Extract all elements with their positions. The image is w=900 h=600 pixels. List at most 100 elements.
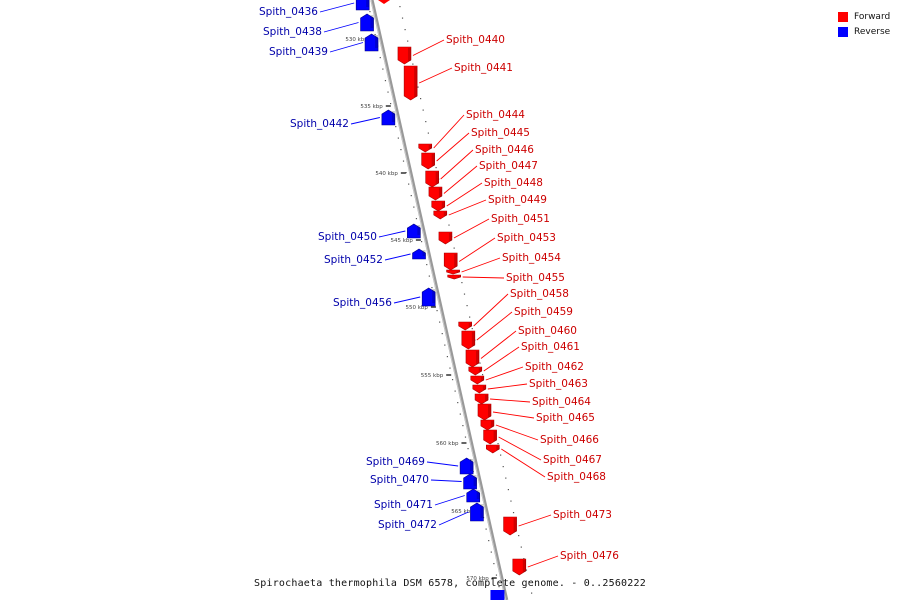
gene-label: Spith_0441 <box>454 62 513 74</box>
minor-tick <box>466 305 468 307</box>
gene-arrow <box>472 384 487 394</box>
gene-spith_0459: Spith_0459 <box>461 306 573 350</box>
minor-tick <box>428 275 430 277</box>
gene-connector <box>495 424 539 441</box>
gene-spith_0460: Spith_0460 <box>465 325 577 368</box>
gene-spith_0468: Spith_0468 <box>486 444 606 483</box>
gene-spith_0456: Spith_0456 <box>333 287 436 309</box>
gene-connector <box>461 257 501 273</box>
gene-connector <box>527 555 559 568</box>
minor-tick <box>481 374 484 376</box>
gene-label: Spith_0452 <box>324 254 383 266</box>
gene-connector <box>384 253 411 261</box>
gene-connector <box>329 42 364 53</box>
gene-shade <box>456 271 460 272</box>
gene-connector <box>418 67 453 84</box>
gene-label: Spith_0447 <box>479 160 538 172</box>
minor-tick <box>425 121 427 123</box>
minor-tick <box>518 535 520 537</box>
minor-tick <box>379 57 381 59</box>
gene-label: Spith_0442 <box>290 118 349 130</box>
gene-connector <box>483 346 520 372</box>
minor-tick <box>451 379 454 381</box>
gene-arrow <box>486 444 500 454</box>
minor-tick <box>448 224 450 226</box>
gene-connector <box>487 383 528 390</box>
minor-tick <box>464 436 467 438</box>
minor-tick <box>417 86 419 88</box>
minor-tick <box>387 91 389 93</box>
gene-arrow <box>397 46 412 65</box>
gene-label: Spith_0471 <box>374 499 433 511</box>
gene-spith_0441: Spith_0441 <box>403 62 513 101</box>
gene-label: Spith_0460 <box>518 325 577 337</box>
minor-tick <box>507 489 509 491</box>
gene-shade <box>490 421 494 427</box>
gene-arrow <box>418 143 433 153</box>
gene-label: Spith_0449 <box>488 194 547 206</box>
gene-spith_0463: Spith_0463 <box>472 378 588 394</box>
gene-shade <box>432 289 436 303</box>
gene-connector <box>498 436 542 461</box>
minor-tick <box>512 512 515 514</box>
gene-label: Spith_0445 <box>471 127 530 139</box>
gene-arrow <box>480 419 495 431</box>
gene-label: Spith_0466 <box>540 434 599 446</box>
gene-connector <box>319 2 355 13</box>
minor-tick <box>454 390 456 392</box>
gene-spith_0472: Spith_0472 <box>378 502 484 531</box>
gene-shade <box>473 475 477 486</box>
gene-arrow <box>470 502 484 522</box>
gene-spith_0442: Spith_0442 <box>290 109 396 130</box>
gene-spith_0447: Spith_0447 <box>428 160 538 201</box>
minor-tick <box>498 586 500 588</box>
minor-tick <box>457 402 459 404</box>
gene-arrow <box>468 366 483 376</box>
gene-shade <box>513 518 517 532</box>
gene-spith_0470: Spith_0470 <box>370 473 477 490</box>
gene-label: Spith_0468 <box>547 471 606 483</box>
minor-tick <box>502 466 504 468</box>
gene-arrow <box>412 248 426 260</box>
gene-shade <box>370 15 374 28</box>
scale-tick-label: 565 kbp <box>451 509 474 515</box>
scale-tick-label: 560 kbp <box>436 441 459 447</box>
gene-spith_0467: Spith_0467 <box>483 429 602 466</box>
minor-tick <box>505 477 507 479</box>
gene-label: Spith_0448 <box>484 177 543 189</box>
gene-connector <box>473 293 509 327</box>
gene-arrow <box>474 393 489 405</box>
gene-shade <box>375 35 379 48</box>
scale-tick-label: 570 kbp <box>466 576 489 582</box>
gene-connector <box>412 39 445 56</box>
gene-arrow <box>465 349 480 368</box>
minor-tick <box>525 569 528 571</box>
gene-label: Spith_0455 <box>506 272 565 284</box>
minor-tick <box>449 367 451 369</box>
gene-spith_0476: Spith_0476 <box>512 550 619 576</box>
gene-shade <box>478 368 482 372</box>
gene-connector <box>436 132 470 162</box>
minor-tick <box>402 160 405 162</box>
gene-arrow <box>458 321 472 331</box>
gene-shade <box>454 254 458 267</box>
gene-arrow <box>459 457 474 475</box>
gene-arrow <box>483 429 497 445</box>
gene-spith_0446: Spith_0446 <box>425 144 534 188</box>
minor-tick <box>520 546 522 548</box>
gene-spith_0462: Spith_0462 <box>470 361 584 385</box>
minor-tick <box>485 528 487 530</box>
gene-arrow <box>355 0 370 11</box>
gene-label: Spith_0439 <box>269 46 328 58</box>
minor-tick <box>467 448 469 450</box>
gene-arrow <box>461 330 476 350</box>
gene-connector <box>480 330 517 359</box>
gene-label: Spith_0467 <box>543 454 602 466</box>
gene-shade <box>438 188 442 197</box>
gene-connector <box>438 511 469 526</box>
gene-label: Spith_0465 <box>536 412 595 424</box>
minor-tick <box>404 29 406 31</box>
gene-arrow <box>463 473 477 490</box>
minor-tick <box>441 333 443 335</box>
